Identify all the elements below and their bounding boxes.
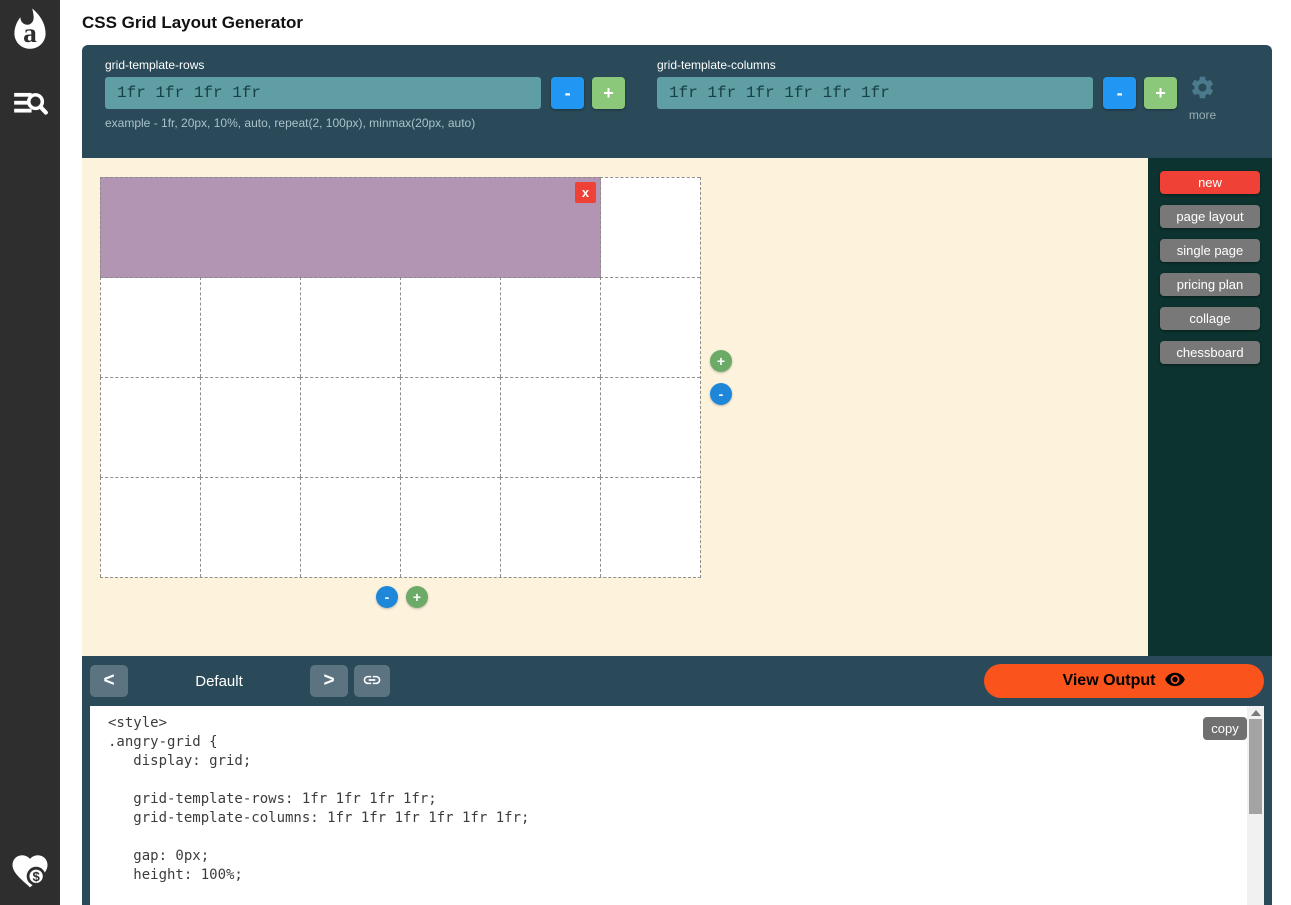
remove-row-button[interactable]: - xyxy=(710,383,732,405)
rows-label: grid-template-rows xyxy=(105,58,205,72)
eye-icon xyxy=(1164,671,1186,692)
grid-cell[interactable] xyxy=(600,477,700,577)
grid-cell[interactable] xyxy=(400,377,500,477)
rows-group: grid-template-rows - + example - 1fr, 20… xyxy=(105,58,626,158)
grid-settings-toolbar: grid-template-rows - + example - 1fr, 20… xyxy=(82,45,1272,158)
grid-cell[interactable] xyxy=(600,277,700,377)
code-line: grid-template-rows: 1fr 1fr 1fr 1fr; xyxy=(108,791,437,807)
grid-cell[interactable] xyxy=(400,477,500,577)
grid-cell[interactable] xyxy=(100,377,200,477)
scrollbar-up-arrow-icon[interactable] xyxy=(1250,710,1261,716)
copy-code-button[interactable]: copy xyxy=(1203,717,1247,740)
preset-collage-button[interactable]: collage xyxy=(1160,307,1260,330)
code-line: gap: 0px; xyxy=(108,848,210,864)
grid-cell[interactable] xyxy=(200,277,300,377)
add-row-button[interactable]: + xyxy=(710,350,732,372)
grid-cell[interactable] xyxy=(200,377,300,477)
grid-canvas: x + - - + xyxy=(82,158,1148,656)
rows-example-hint: example - 1fr, 20px, 10%, auto, repeat(2… xyxy=(105,116,476,130)
columns-add-button[interactable]: + xyxy=(1144,77,1178,109)
grid-cell[interactable] xyxy=(600,177,700,277)
preset-new-button[interactable]: new xyxy=(1160,171,1260,194)
grid-cell[interactable] xyxy=(500,277,600,377)
more-label: more xyxy=(1188,108,1217,122)
code-panel: <style> .angry-grid { display: grid; gri… xyxy=(90,706,1264,905)
header: CSS Grid Layout Generator xyxy=(82,0,1272,45)
view-output-label: View Output xyxy=(1062,672,1156,689)
preset-chessboard-button[interactable]: chessboard xyxy=(1160,341,1260,364)
rows-add-button[interactable]: + xyxy=(592,77,626,109)
grid-cell[interactable] xyxy=(600,377,700,477)
next-preset-button[interactable]: > xyxy=(310,665,348,697)
grid-item[interactable]: x xyxy=(100,177,601,278)
preset-single-page-button[interactable]: single page xyxy=(1160,239,1260,262)
code-line: height: 100%; xyxy=(108,867,243,883)
main-area: x + - - + new page layout single page pr… xyxy=(82,158,1272,656)
grid-cell[interactable] xyxy=(400,277,500,377)
heart-dollar-icon[interactable]: $ xyxy=(9,850,51,897)
preset-page-layout-button[interactable]: page layout xyxy=(1160,205,1260,228)
preset-pricing-plan-button[interactable]: pricing plan xyxy=(1160,273,1260,296)
share-link-button[interactable] xyxy=(354,665,390,697)
current-preset-name: Default xyxy=(195,672,243,690)
gear-icon xyxy=(1189,76,1216,105)
rows-input[interactable] xyxy=(105,77,542,109)
code-line: <style> xyxy=(108,715,168,731)
grid-cell[interactable] xyxy=(100,277,200,377)
add-column-button[interactable]: + xyxy=(406,586,428,608)
code-output-container: <style> .angry-grid { display: grid; gri… xyxy=(82,706,1272,905)
code-line: grid-template-columns: 1fr 1fr 1fr 1fr 1… xyxy=(108,810,530,826)
grid-cell[interactable] xyxy=(200,477,300,577)
view-output-button[interactable]: View Output xyxy=(984,664,1264,698)
grid-cell[interactable] xyxy=(500,377,600,477)
columns-group: grid-template-columns - + xyxy=(657,58,1178,158)
prev-preset-button[interactable]: < xyxy=(90,665,128,697)
grid-preview: x xyxy=(100,177,701,578)
grid-cell[interactable] xyxy=(300,377,400,477)
remove-item-button[interactable]: x xyxy=(575,182,596,203)
remove-column-button[interactable]: - xyxy=(376,586,398,608)
rows-remove-button[interactable]: - xyxy=(551,77,585,109)
pager-bar: < Default > View Output xyxy=(82,656,1272,706)
grid-cell[interactable] xyxy=(300,277,400,377)
columns-remove-button[interactable]: - xyxy=(1103,77,1137,109)
columns-input[interactable] xyxy=(657,77,1094,109)
code-line: .angry-grid { xyxy=(108,734,218,750)
generated-css-code[interactable]: <style> .angry-grid { display: grid; gri… xyxy=(90,706,1264,885)
code-line xyxy=(108,828,1234,847)
page-title: CSS Grid Layout Generator xyxy=(82,12,304,32)
code-line xyxy=(108,771,1234,790)
columns-label: grid-template-columns xyxy=(657,58,776,72)
link-icon xyxy=(362,670,382,693)
angrytools-logo-icon[interactable]: a xyxy=(8,6,52,61)
more-settings[interactable]: more xyxy=(1177,74,1228,158)
code-line: display: grid; xyxy=(108,753,252,769)
left-rail: a $ xyxy=(0,0,60,905)
svg-text:a: a xyxy=(23,17,37,48)
menu-search-icon[interactable] xyxy=(11,85,49,128)
scrollbar-thumb[interactable] xyxy=(1249,719,1262,814)
grid-cell[interactable] xyxy=(100,477,200,577)
svg-text:$: $ xyxy=(32,869,40,884)
grid-cell[interactable] xyxy=(300,477,400,577)
code-scrollbar[interactable] xyxy=(1247,706,1264,905)
presets-panel: new page layout single page pricing plan… xyxy=(1148,158,1272,656)
content-column: CSS Grid Layout Generator grid-template-… xyxy=(82,0,1272,905)
grid-cell[interactable] xyxy=(500,477,600,577)
